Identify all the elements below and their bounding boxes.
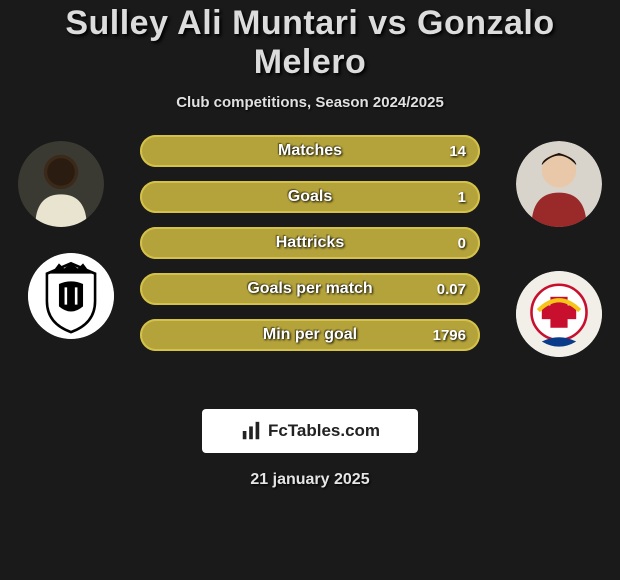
stat-label: Min per goal <box>263 326 357 344</box>
club-crest-icon <box>516 271 602 357</box>
stat-value: 14 <box>449 143 466 160</box>
stat-label: Matches <box>278 142 342 160</box>
left-club-badge <box>28 253 114 339</box>
page-subtitle: Club competitions, Season 2024/2025 <box>10 94 610 111</box>
bar-chart-icon <box>240 420 262 442</box>
person-icon <box>516 141 602 227</box>
stat-row-matches: Matches 14 <box>140 135 480 167</box>
stat-value: 0.07 <box>437 281 466 298</box>
person-icon <box>18 141 104 227</box>
stat-value: 1 <box>458 189 466 206</box>
page-title: Sulley Ali Muntari vs Gonzalo Melero <box>10 4 610 82</box>
left-player-avatar <box>18 141 104 227</box>
brand-box[interactable]: FcTables.com <box>202 409 418 453</box>
right-club-badge <box>516 271 602 357</box>
stat-label: Goals per match <box>247 280 372 298</box>
stat-value: 1796 <box>433 327 466 344</box>
comparison-body: Matches 14 Goals 1 Hattricks 0 Goals per… <box>10 135 610 395</box>
stat-label: Hattricks <box>276 234 344 252</box>
club-crest-icon <box>28 253 114 339</box>
stat-value: 0 <box>458 235 466 252</box>
comparison-card: Sulley Ali Muntari vs Gonzalo Melero Clu… <box>0 0 620 580</box>
snapshot-date: 21 january 2025 <box>10 471 610 489</box>
stat-row-goals: Goals 1 <box>140 181 480 213</box>
stat-row-min-per-goal: Min per goal 1796 <box>140 319 480 351</box>
stat-bars: Matches 14 Goals 1 Hattricks 0 Goals per… <box>140 135 480 365</box>
stat-row-hattricks: Hattricks 0 <box>140 227 480 259</box>
stat-label: Goals <box>288 188 332 206</box>
brand-text: FcTables.com <box>268 421 380 441</box>
stat-row-goals-per-match: Goals per match 0.07 <box>140 273 480 305</box>
right-player-avatar <box>516 141 602 227</box>
